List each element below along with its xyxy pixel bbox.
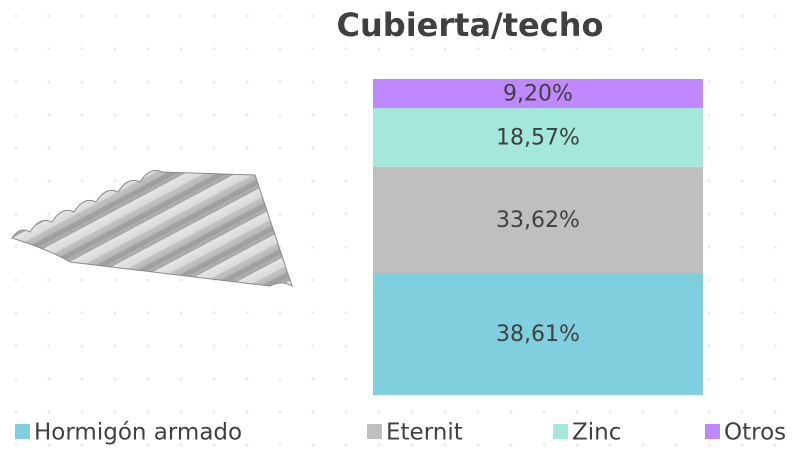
legend-swatch — [553, 424, 568, 439]
value-label: 38,61% — [496, 322, 580, 347]
bar-segment — [373, 166, 703, 273]
legend-swatch — [705, 424, 720, 439]
roof-image — [11, 169, 293, 288]
legend-label: Zinc — [572, 420, 621, 446]
value-label: 9,20% — [503, 82, 573, 107]
legend-label: Eternit — [386, 420, 463, 446]
legend-label: Otros — [724, 420, 786, 446]
legend-swatch — [367, 424, 382, 439]
value-label: 33,62% — [496, 208, 580, 233]
bar-segment — [373, 79, 703, 109]
chart-title: Cubierta/techo — [337, 6, 604, 44]
legend-label: Hormigón armado — [34, 420, 242, 446]
value-label: 18,57% — [496, 125, 580, 150]
legend-swatch — [15, 424, 30, 439]
bar-segment — [373, 108, 703, 167]
bar-segment — [373, 272, 703, 395]
